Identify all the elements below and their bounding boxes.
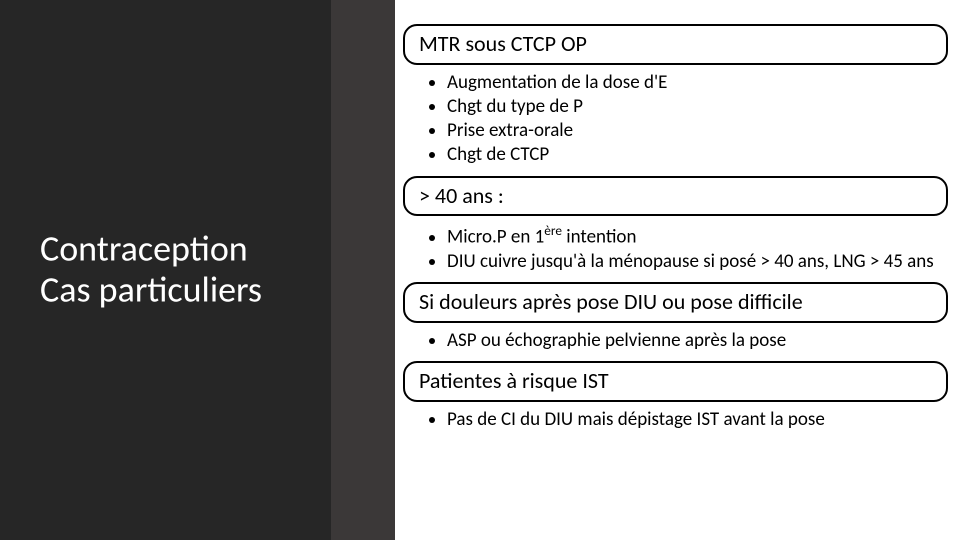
title-line-1: Contraception bbox=[40, 229, 350, 270]
bullet-item: Pas de CI du DIU mais dépistage IST avan… bbox=[447, 408, 948, 432]
bullet-list: Pas de CI du DIU mais dépistage IST avan… bbox=[403, 408, 948, 432]
slide: Contraception Cas particuliers MTR sous … bbox=[0, 0, 960, 540]
bullet-list: Micro.P en 1ère intention DIU cuivre jus… bbox=[403, 222, 948, 274]
section-heading: Si douleurs après pose DIU ou pose diffi… bbox=[403, 282, 948, 323]
bullet-item: ASP ou échographie pelvienne après la po… bbox=[447, 329, 948, 353]
left-panel: Contraception Cas particuliers bbox=[0, 0, 395, 540]
title-line-2: Cas particuliers bbox=[40, 270, 350, 311]
bullet-item: Prise extra-orale bbox=[447, 119, 948, 143]
right-panel: MTR sous CTCP OP Augmentation de la dose… bbox=[395, 0, 960, 540]
bullet-item: Chgt de CTCP bbox=[447, 143, 948, 167]
bullet-list: Augmentation de la dose d'E Chgt du type… bbox=[403, 71, 948, 168]
bullet-item: Micro.P en 1ère intention bbox=[447, 222, 948, 250]
section-heading: MTR sous CTCP OP bbox=[403, 24, 948, 65]
bullet-item: Augmentation de la dose d'E bbox=[447, 71, 948, 95]
section-heading: > 40 ans : bbox=[403, 176, 948, 217]
section-heading: Patientes à risque IST bbox=[403, 361, 948, 402]
bullet-item: DIU cuivre jusqu'à la ménopause si posé … bbox=[447, 250, 948, 274]
bullet-item: Chgt du type de P bbox=[447, 95, 948, 119]
bullet-list: ASP ou échographie pelvienne après la po… bbox=[403, 329, 948, 353]
title-container: Contraception Cas particuliers bbox=[40, 229, 350, 312]
